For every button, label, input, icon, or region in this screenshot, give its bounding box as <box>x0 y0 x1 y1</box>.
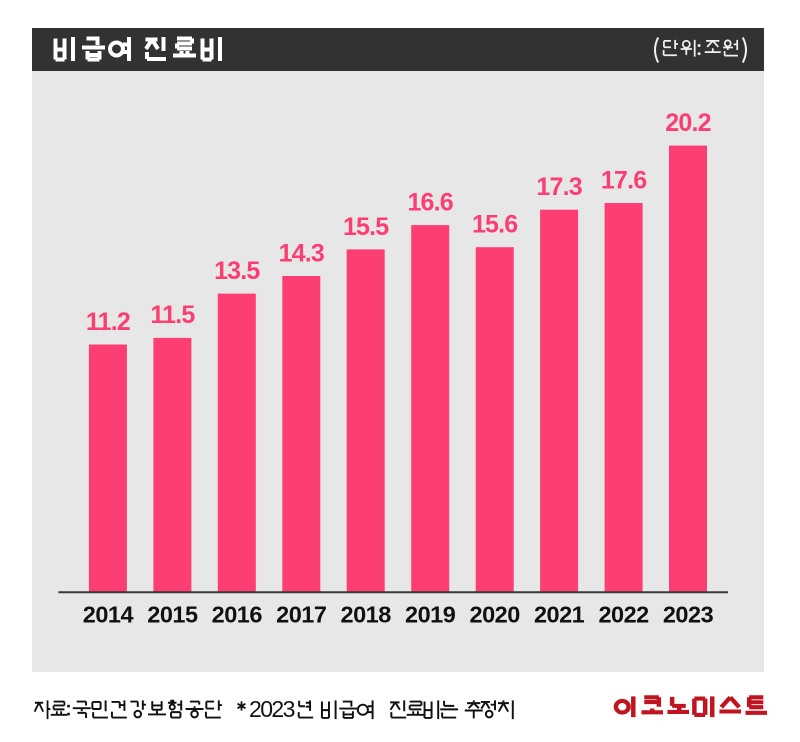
svg-text:11.2: 11.2 <box>86 308 130 336</box>
svg-text:13.5: 13.5 <box>214 257 260 285</box>
svg-text:15.6: 15.6 <box>472 211 517 239</box>
svg-text:17.6: 17.6 <box>601 166 646 194</box>
svg-text:2023: 2023 <box>249 696 295 722</box>
svg-text:15.5: 15.5 <box>343 213 389 241</box>
svg-text:11.5: 11.5 <box>150 301 195 329</box>
svg-text:2021: 2021 <box>534 602 585 628</box>
svg-text:2017: 2017 <box>276 602 327 628</box>
svg-text:17.3: 17.3 <box>536 173 581 201</box>
svg-text:2018: 2018 <box>341 602 392 628</box>
svg-text:2019: 2019 <box>405 602 456 628</box>
svg-text:2023: 2023 <box>663 602 714 628</box>
svg-text:2020: 2020 <box>470 602 521 628</box>
svg-text:20.2: 20.2 <box>665 109 710 137</box>
svg-text:2014: 2014 <box>83 602 134 628</box>
svg-text:14.3: 14.3 <box>279 239 324 267</box>
svg-text:16.6: 16.6 <box>407 189 452 217</box>
svg-text:2022: 2022 <box>598 602 649 628</box>
svg-text:2016: 2016 <box>212 602 263 628</box>
svg-text:2015: 2015 <box>147 602 198 628</box>
